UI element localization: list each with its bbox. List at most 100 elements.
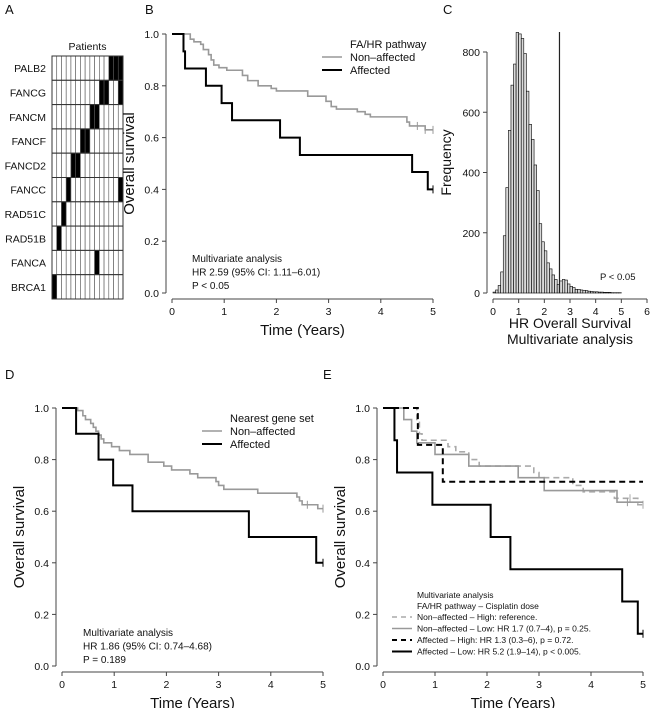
heatmap-cell (90, 226, 95, 250)
heatmap-cell (85, 178, 90, 202)
gene-label-FANCD2: FANCD2 (5, 160, 47, 172)
heatmap-cell (95, 226, 100, 250)
heatmap-cell (104, 202, 109, 226)
x-axis-label: HR Overall Survival (509, 315, 631, 331)
heatmap-cell (71, 129, 76, 153)
gene-label-FANCM: FANCM (9, 112, 46, 124)
y-axis-label: Frequency (438, 129, 454, 195)
heatmap-cell (109, 202, 114, 226)
heatmap-cell (76, 153, 81, 177)
x-tick-label: 0 (169, 306, 175, 318)
y-tick-label: 0.8 (34, 455, 49, 467)
heatmap-cell (66, 105, 71, 129)
heatmap-cell (109, 226, 114, 250)
heatmap-cell (57, 56, 62, 80)
heatmap-cell (114, 275, 119, 299)
heatmap-cell (61, 153, 66, 177)
heatmap-cell (71, 56, 76, 80)
heatmap-cell (52, 153, 57, 177)
heatmap-cell (66, 153, 71, 177)
heatmap-cell (104, 153, 109, 177)
histogram-bar (598, 292, 601, 293)
heatmap-cell (95, 153, 100, 177)
x-tick-label: 6 (644, 306, 650, 318)
histogram-bar (583, 290, 586, 293)
x-axis-label: Time (Years) (150, 695, 235, 708)
heatmap-cell (85, 250, 90, 274)
heatmap-cell (80, 105, 85, 129)
heatmap-cell (61, 226, 66, 250)
heatmap-cell (66, 226, 71, 250)
heatmap-cell (57, 80, 62, 104)
heatmap-cell (104, 105, 109, 129)
heatmap-cell (114, 202, 119, 226)
histogram-bar (549, 269, 552, 293)
heatmap-cell (90, 153, 95, 177)
histogram-bar (567, 284, 570, 293)
heatmap-cell (71, 202, 76, 226)
heatmap-cell (57, 202, 62, 226)
heatmap-cell (99, 80, 104, 104)
histogram-bar (565, 280, 568, 293)
x-tick-label: 1 (432, 679, 438, 691)
heatmap-cell (95, 129, 100, 153)
heatmap-cell (80, 56, 85, 80)
gene-label-FANCA: FANCA (11, 258, 46, 270)
heatmap-cell (71, 250, 76, 274)
panel-a-heatmap: PatientsPALB2FANCGFANCMFANCFFANCD2FANCCR… (5, 41, 123, 299)
heatmap-cell (114, 56, 119, 80)
p-value-annotation: P < 0.05 (600, 272, 635, 283)
annotation-text: HR 2.59 (95% CI: 1.11–6.01) (192, 268, 320, 279)
y-tick-label: 0.2 (355, 609, 370, 621)
heatmap-cell (66, 275, 71, 299)
histogram-bar (603, 292, 606, 293)
histogram-bar (555, 279, 558, 293)
heatmap-cell (95, 250, 100, 274)
gene-label-FANCG: FANCG (10, 87, 46, 99)
histogram-bar (562, 279, 565, 293)
heatmap-cell (90, 105, 95, 129)
heatmap-cell (85, 153, 90, 177)
histogram-bar (580, 290, 583, 293)
histogram-bar (498, 285, 501, 293)
y-tick-label: 0.6 (34, 506, 49, 518)
panel-label-D: D (5, 367, 14, 382)
heatmap-cell (85, 129, 90, 153)
heatmap-cell (104, 80, 109, 104)
heatmap-cell (85, 275, 90, 299)
histogram-bar (570, 286, 573, 293)
y-tick-label: 0.6 (355, 506, 370, 518)
heatmap-cell (109, 178, 114, 202)
histogram-bar (552, 275, 555, 293)
heatmap-cell (80, 275, 85, 299)
heatmap-cell (114, 178, 119, 202)
y-tick-label: 0.8 (144, 81, 159, 93)
y-tick-label: 800 (462, 47, 480, 59)
histogram-bar (601, 292, 604, 293)
heatmap-cell (90, 202, 95, 226)
annotation-text: HR 1.86 (95% CI: 0.74–4.68) (83, 642, 212, 653)
heatmap-cell (57, 226, 62, 250)
heatmap-cell (95, 178, 100, 202)
heatmap-cell (52, 226, 57, 250)
gene-label-FANCF: FANCF (12, 136, 46, 148)
legend-entry: Non–affected (350, 52, 415, 64)
y-tick-label: 0 (474, 288, 480, 300)
histogram-bar (532, 139, 535, 293)
annotation-text: Multivariate analysis (192, 254, 282, 265)
heatmap-cell (109, 275, 114, 299)
heatmap-cell (76, 56, 81, 80)
y-tick-label: 0.0 (144, 288, 159, 300)
heatmap-cell (71, 178, 76, 202)
heatmap-cell (99, 226, 104, 250)
heatmap-cell (99, 178, 104, 202)
y-axis-label: Overall survival (121, 112, 138, 215)
heatmap-cell (118, 226, 123, 250)
heatmap-cell (80, 178, 85, 202)
histogram-bar (575, 289, 578, 293)
panel-label-C: C (443, 2, 452, 17)
heatmap-cell (71, 226, 76, 250)
heatmap-cell (57, 178, 62, 202)
